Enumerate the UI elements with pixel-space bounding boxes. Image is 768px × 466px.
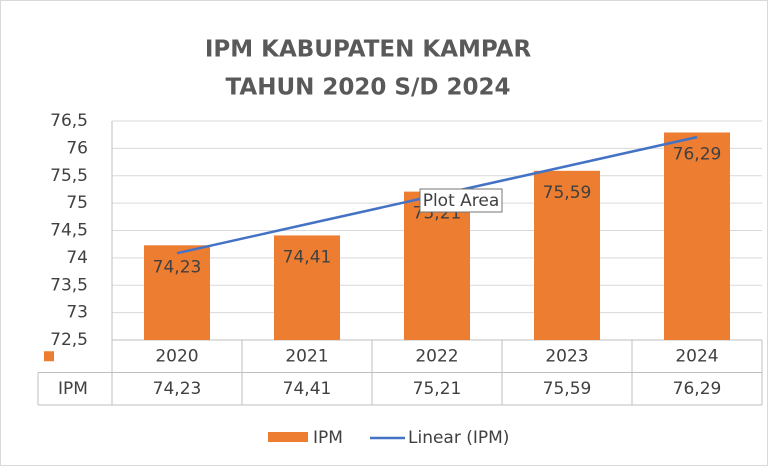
table-value: 76,29 xyxy=(673,379,722,399)
table-value: 75,21 xyxy=(413,379,462,399)
bar xyxy=(144,245,210,340)
y-tick-label: 73,5 xyxy=(50,275,88,295)
legend-key xyxy=(268,432,308,442)
data-label: 74,41 xyxy=(283,247,332,267)
y-tick-label: 74 xyxy=(66,248,88,268)
y-tick-label: 73 xyxy=(66,303,88,323)
y-tick-label: 74,5 xyxy=(50,221,88,241)
bar xyxy=(274,235,340,340)
x-tick-label: 2022 xyxy=(415,346,458,366)
bar xyxy=(534,170,600,340)
chart-title: IPM KABUPATEN KAMPAR xyxy=(205,37,532,63)
bar xyxy=(404,191,470,340)
y-tick-label: 76 xyxy=(66,138,88,158)
x-tick-label: 2024 xyxy=(675,346,718,366)
y-tick-label: 75,5 xyxy=(50,166,88,186)
table-value: 74,23 xyxy=(153,379,202,399)
data-label: 74,23 xyxy=(153,257,202,277)
table-value: 74,41 xyxy=(283,379,332,399)
bar xyxy=(664,132,730,340)
legend-label: Linear (IPM) xyxy=(408,428,509,448)
table-series-name: IPM xyxy=(58,379,88,399)
y-tick-label: 72,5 xyxy=(50,330,88,350)
table-value: 75,59 xyxy=(543,379,592,399)
data-label: 76,29 xyxy=(673,144,722,164)
y-tick-label: 75 xyxy=(66,193,88,213)
chart-subtitle: TAHUN 2020 S/D 2024 xyxy=(226,75,511,101)
x-tick-label: 2023 xyxy=(545,346,588,366)
tooltip-box xyxy=(419,188,503,213)
data-label: 75,59 xyxy=(543,183,592,203)
tooltip: Plot Area xyxy=(423,191,500,211)
y-tick-label: 76,5 xyxy=(50,111,88,131)
table-legend-key xyxy=(44,351,54,362)
legend-label: IPM xyxy=(313,428,343,448)
x-tick-label: 2021 xyxy=(285,346,328,366)
x-tick-label: 2020 xyxy=(155,346,198,366)
